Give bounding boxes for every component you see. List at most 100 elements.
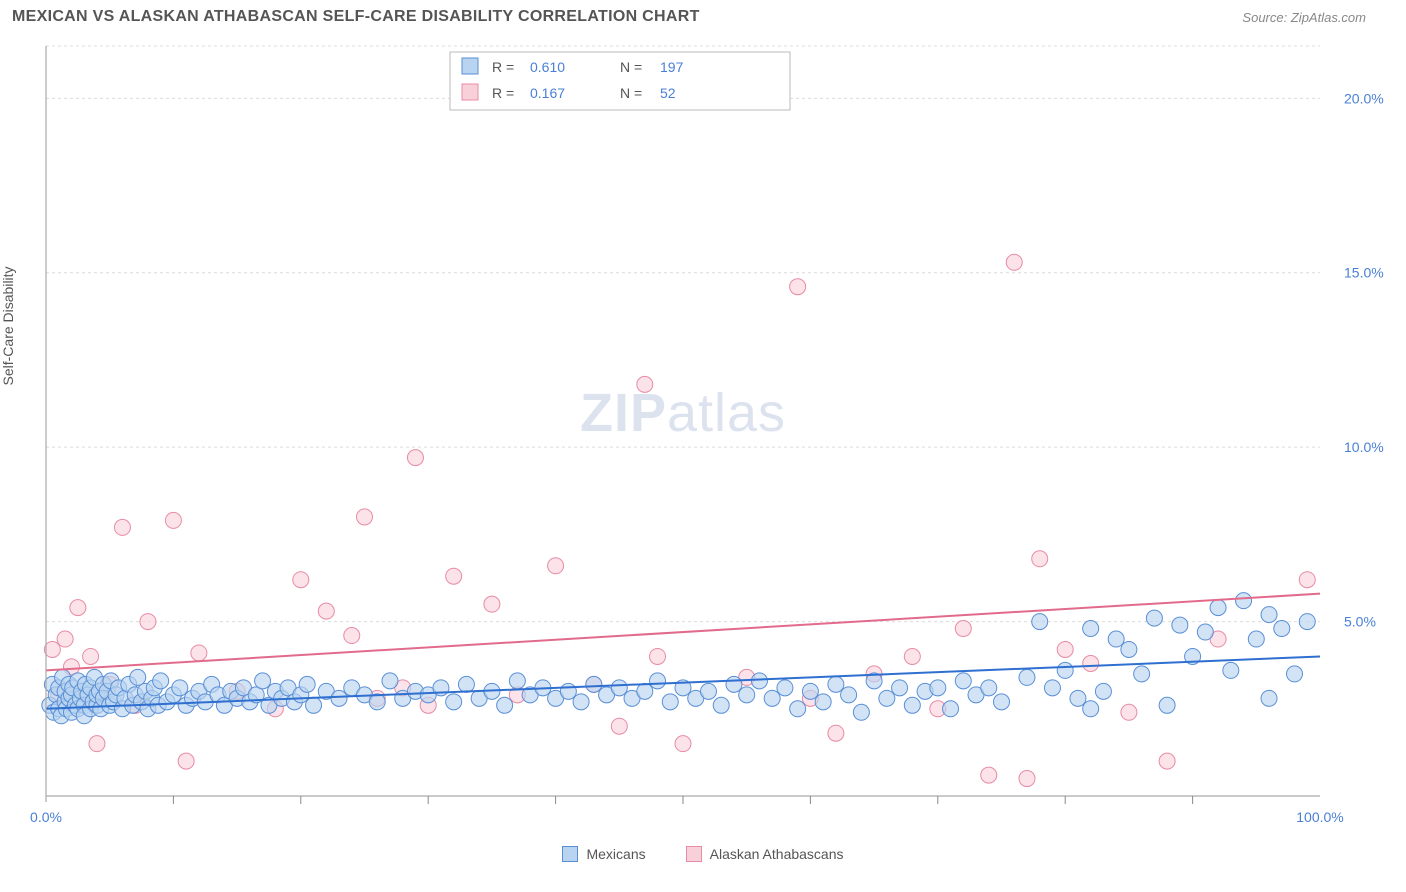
point-mexicans <box>790 701 806 717</box>
point-mexicans <box>981 680 997 696</box>
point-mexicans <box>1210 600 1226 616</box>
point-athabascans <box>1121 704 1137 720</box>
point-mexicans <box>299 676 315 692</box>
point-athabascans <box>191 645 207 661</box>
x-tick-label: 100.0% <box>1296 809 1343 825</box>
point-mexicans <box>153 673 169 689</box>
point-mexicans <box>930 680 946 696</box>
y-tick-label: 10.0% <box>1344 439 1384 455</box>
point-mexicans <box>815 694 831 710</box>
y-tick-label: 20.0% <box>1344 90 1384 106</box>
legend-n-label: N = <box>620 59 642 75</box>
point-athabascans <box>1032 551 1048 567</box>
chart-container: Self-Care Disability 5.0%10.0%15.0%20.0%… <box>0 34 1406 840</box>
point-athabascans <box>344 628 360 644</box>
point-mexicans <box>1032 614 1048 630</box>
point-athabascans <box>165 512 181 528</box>
watermark: ZIPatlas <box>580 383 786 443</box>
point-mexicans <box>1044 680 1060 696</box>
point-mexicans <box>509 673 525 689</box>
point-mexicans <box>172 680 188 696</box>
point-mexicans <box>726 676 742 692</box>
point-mexicans <box>955 673 971 689</box>
point-mexicans <box>751 673 767 689</box>
point-mexicans <box>611 680 627 696</box>
source-prefix: Source: <box>1242 10 1287 25</box>
point-mexicans <box>1197 624 1213 640</box>
point-mexicans <box>841 687 857 703</box>
point-athabascans <box>70 600 86 616</box>
point-mexicans <box>1299 614 1315 630</box>
point-athabascans <box>446 568 462 584</box>
point-athabascans <box>828 725 844 741</box>
point-mexicans <box>943 701 959 717</box>
point-athabascans <box>318 603 334 619</box>
point-mexicans <box>382 673 398 689</box>
point-mexicans <box>637 683 653 699</box>
point-athabascans <box>1159 753 1175 769</box>
legend-swatch <box>562 846 578 862</box>
point-mexicans <box>1070 690 1086 706</box>
point-athabascans <box>83 648 99 664</box>
point-mexicans <box>573 694 589 710</box>
point-athabascans <box>140 614 156 630</box>
scatter-chart: 5.0%10.0%15.0%20.0%ZIPatlas0.0%100.0%R =… <box>0 34 1406 840</box>
point-mexicans <box>331 690 347 706</box>
point-athabascans <box>1299 572 1315 588</box>
bottom-legend-item: Mexicans <box>562 846 645 862</box>
legend-n-value: 197 <box>660 59 684 75</box>
point-mexicans <box>1261 607 1277 623</box>
point-athabascans <box>611 718 627 734</box>
point-athabascans <box>114 519 130 535</box>
point-athabascans <box>44 641 60 657</box>
point-athabascans <box>1006 254 1022 270</box>
point-mexicans <box>1121 641 1137 657</box>
point-athabascans <box>89 736 105 752</box>
point-mexicans <box>777 680 793 696</box>
point-athabascans <box>178 753 194 769</box>
point-athabascans <box>650 648 666 664</box>
point-mexicans <box>739 687 755 703</box>
point-mexicans <box>892 680 908 696</box>
legend-r-value: 0.610 <box>530 59 565 75</box>
legend-r-value: 0.167 <box>530 85 565 101</box>
legend-n-value: 52 <box>660 85 676 101</box>
point-mexicans <box>1095 683 1111 699</box>
legend-swatch <box>462 84 478 100</box>
source-attribution: Source: ZipAtlas.com <box>1242 10 1366 25</box>
trendline-athabascans <box>46 594 1320 671</box>
point-mexicans <box>255 673 271 689</box>
point-mexicans <box>1261 690 1277 706</box>
point-mexicans <box>1287 666 1303 682</box>
point-mexicans <box>662 694 678 710</box>
point-mexicans <box>306 697 322 713</box>
point-mexicans <box>904 697 920 713</box>
legend-n-label: N = <box>620 85 642 101</box>
point-mexicans <box>586 676 602 692</box>
point-mexicans <box>700 683 716 699</box>
point-mexicans <box>560 683 576 699</box>
chart-header: MEXICAN VS ALASKAN ATHABASCAN SELF-CARE … <box>0 0 1406 34</box>
point-athabascans <box>484 596 500 612</box>
legend-swatch <box>462 58 478 74</box>
point-mexicans <box>1108 631 1124 647</box>
point-athabascans <box>955 621 971 637</box>
y-tick-label: 5.0% <box>1344 614 1376 630</box>
point-mexicans <box>1083 701 1099 717</box>
point-athabascans <box>1057 641 1073 657</box>
point-mexicans <box>1083 621 1099 637</box>
point-athabascans <box>790 279 806 295</box>
point-mexicans <box>1274 621 1290 637</box>
point-athabascans <box>357 509 373 525</box>
point-mexicans <box>1146 610 1162 626</box>
x-tick-label: 0.0% <box>30 809 62 825</box>
y-axis-label: Self-Care Disability <box>0 266 16 385</box>
point-athabascans <box>1019 771 1035 787</box>
chart-title: MEXICAN VS ALASKAN ATHABASCAN SELF-CARE … <box>12 8 700 26</box>
point-mexicans <box>1248 631 1264 647</box>
point-mexicans <box>879 690 895 706</box>
point-mexicans <box>650 673 666 689</box>
point-mexicans <box>994 694 1010 710</box>
point-mexicans <box>446 694 462 710</box>
legend-r-label: R = <box>492 59 514 75</box>
